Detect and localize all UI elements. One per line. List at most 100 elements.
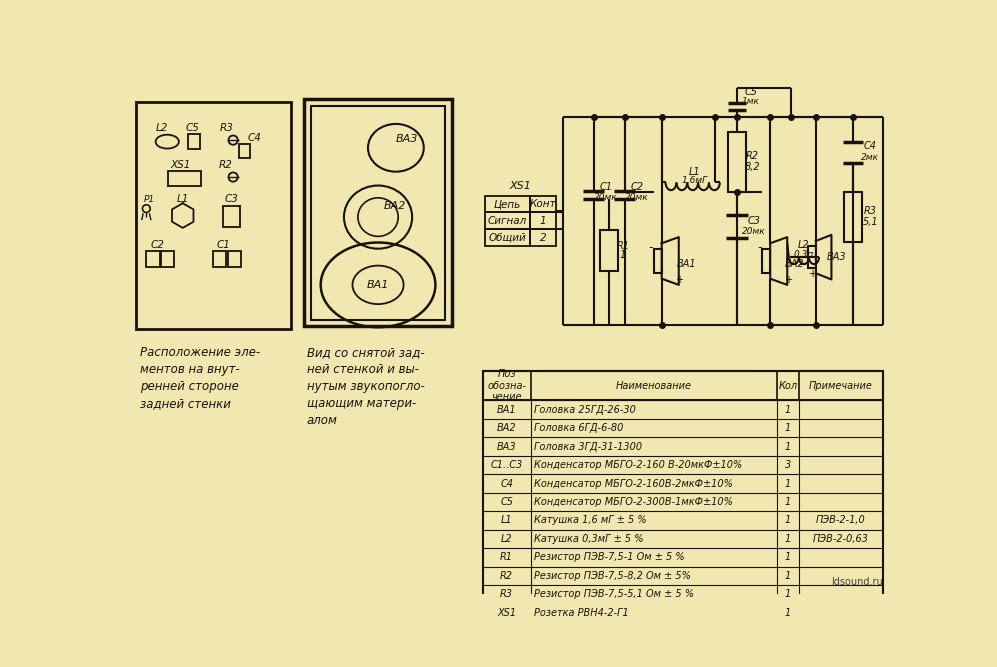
- Text: R2: R2: [500, 571, 513, 581]
- Text: ldsound.ru: ldsound.ru: [831, 577, 882, 587]
- Text: Конденсатор МБГО-2-160В-2мкФ±10%: Конденсатор МБГО-2-160В-2мкФ±10%: [533, 478, 733, 488]
- Text: Головка 25ГД-26-30: Головка 25ГД-26-30: [533, 405, 636, 415]
- Text: Кол: Кол: [779, 381, 798, 391]
- Text: BA1: BA1: [677, 259, 696, 269]
- Text: ПЭВ-2-1,0: ПЭВ-2-1,0: [816, 516, 865, 526]
- Bar: [239, 144, 250, 158]
- Text: Резистор ПЭВ-7,5-8,2 Ом ± 5%: Резистор ПЭВ-7,5-8,2 Ом ± 5%: [533, 571, 691, 581]
- Text: L1: L1: [500, 516, 512, 526]
- Text: L2: L2: [500, 534, 512, 544]
- Text: 1: 1: [785, 405, 792, 415]
- Text: Поз
обозна-
чение: Поз обозна- чение: [488, 369, 526, 402]
- Text: Цепь: Цепь: [494, 199, 521, 209]
- Text: R2: R2: [746, 151, 759, 161]
- Text: XS1: XS1: [498, 608, 516, 618]
- Text: 8,2: 8,2: [745, 162, 760, 172]
- Text: 0,3п: 0,3п: [794, 249, 814, 259]
- Text: Конденсатор МБГО-2-300В-1мкФ±10%: Конденсатор МБГО-2-300В-1мкФ±10%: [533, 497, 733, 507]
- Bar: [728, 133, 746, 191]
- Text: 20мк: 20мк: [594, 193, 618, 201]
- Bar: [227, 251, 241, 267]
- Text: Вид со снятой зад-
ней стенкой и вы-
нутым звукопогло-
щающим матери-
алом: Вид со снятой зад- ней стенкой и вы- нут…: [307, 346, 425, 427]
- Bar: [311, 106, 445, 319]
- Text: 1: 1: [785, 552, 792, 562]
- Text: C4: C4: [247, 133, 261, 143]
- Bar: [168, 171, 200, 186]
- Text: 1мк: 1мк: [742, 97, 760, 106]
- Text: 5,1: 5,1: [862, 217, 878, 227]
- Text: XS1: XS1: [509, 181, 531, 191]
- Text: Головка 3ГД-31-1300: Головка 3ГД-31-1300: [533, 442, 642, 452]
- Text: 2мк: 2мк: [861, 153, 879, 161]
- Text: 1: 1: [785, 571, 792, 581]
- Text: 1: 1: [785, 497, 792, 507]
- Text: 1: 1: [785, 590, 792, 600]
- Text: R3: R3: [220, 123, 234, 133]
- Text: 1: 1: [785, 608, 792, 618]
- Text: R1: R1: [500, 552, 513, 562]
- Bar: [223, 205, 240, 227]
- Text: Сигнал: Сигнал: [488, 216, 527, 226]
- Text: 2: 2: [539, 233, 546, 243]
- Text: C2: C2: [151, 240, 165, 250]
- Text: R2: R2: [218, 159, 232, 169]
- Text: 1: 1: [785, 478, 792, 488]
- Text: +: +: [785, 275, 793, 285]
- Text: R3: R3: [500, 590, 513, 600]
- Text: BA2: BA2: [497, 423, 516, 433]
- Text: C5: C5: [745, 87, 758, 97]
- Text: Конденсатор МБГО-2-160 В-20мкФ±10%: Конденсатор МБГО-2-160 В-20мкФ±10%: [533, 460, 742, 470]
- Text: C4: C4: [863, 141, 876, 151]
- Bar: [843, 191, 862, 241]
- Text: Катушка 0,3мГ ± 5 %: Катушка 0,3мГ ± 5 %: [533, 534, 643, 544]
- Text: Резистор ПЭВ-7,5-5,1 Ом ± 5 %: Резистор ПЭВ-7,5-5,1 Ом ± 5 %: [533, 590, 694, 600]
- Bar: [809, 246, 816, 268]
- Text: C5: C5: [185, 123, 199, 133]
- Bar: [530, 195, 556, 213]
- Text: C3: C3: [748, 216, 761, 226]
- Text: Розетка РВН4-2-Г1: Розетка РВН4-2-Г1: [533, 608, 628, 618]
- Text: C1: C1: [217, 240, 230, 250]
- Bar: [763, 249, 771, 273]
- Text: Расположение эле-
ментов на внут-
ренней стороне
задней стенки: Расположение эле- ментов на внут- ренней…: [141, 346, 260, 410]
- Text: -: -: [799, 258, 803, 271]
- Text: BA2: BA2: [786, 259, 805, 269]
- Text: 20мк: 20мк: [625, 193, 649, 201]
- Text: 1: 1: [785, 534, 792, 544]
- Text: BA3: BA3: [497, 442, 516, 452]
- Bar: [485, 213, 530, 229]
- Text: 1: 1: [539, 216, 546, 226]
- Bar: [162, 251, 174, 267]
- Bar: [530, 229, 556, 246]
- Text: Конт: Конт: [529, 199, 556, 209]
- Text: 1: 1: [785, 423, 792, 433]
- Text: -: -: [757, 241, 762, 253]
- Text: 1: 1: [785, 442, 792, 452]
- Text: C1..C3: C1..C3: [491, 460, 522, 470]
- Text: -: -: [649, 241, 653, 253]
- Bar: [483, 371, 882, 400]
- Text: C4: C4: [500, 478, 513, 488]
- Text: Головка 6ГД-6-80: Головка 6ГД-6-80: [533, 423, 623, 433]
- Text: Катушка 1,6 мГ ± 5 %: Катушка 1,6 мГ ± 5 %: [533, 516, 646, 526]
- Text: C5: C5: [500, 497, 513, 507]
- Text: Примечание: Примечание: [809, 381, 872, 391]
- Text: +: +: [676, 275, 684, 285]
- Text: BA2: BA2: [384, 201, 407, 211]
- Text: C3: C3: [224, 194, 238, 204]
- Text: P1: P1: [144, 195, 155, 204]
- Text: 20мк: 20мк: [742, 227, 766, 236]
- Bar: [483, 371, 882, 622]
- Text: 1: 1: [785, 516, 792, 526]
- Text: Наименование: Наименование: [616, 381, 692, 391]
- Bar: [304, 99, 452, 326]
- Text: 3: 3: [785, 460, 792, 470]
- Bar: [485, 229, 530, 246]
- Text: 1,6мГ: 1,6мГ: [682, 176, 708, 185]
- Bar: [600, 230, 617, 271]
- Bar: [530, 213, 556, 229]
- Text: L1: L1: [176, 194, 189, 204]
- Text: Общий: Общий: [489, 233, 526, 243]
- Bar: [213, 251, 226, 267]
- Text: L1: L1: [689, 167, 701, 177]
